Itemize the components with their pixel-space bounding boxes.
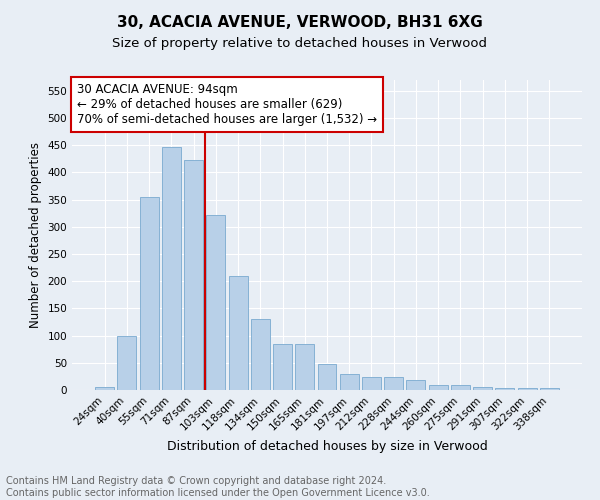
Bar xyxy=(162,147,181,390)
Bar xyxy=(406,380,425,390)
Bar xyxy=(317,364,337,390)
Bar xyxy=(362,378,381,390)
Bar xyxy=(118,336,136,390)
Text: 30, ACACIA AVENUE, VERWOOD, BH31 6XG: 30, ACACIA AVENUE, VERWOOD, BH31 6XG xyxy=(117,15,483,30)
Bar xyxy=(429,384,448,390)
Bar xyxy=(340,374,359,390)
Bar xyxy=(184,160,203,390)
X-axis label: Distribution of detached houses by size in Verwood: Distribution of detached houses by size … xyxy=(167,440,487,453)
Bar xyxy=(206,215,225,390)
Bar xyxy=(518,388,536,390)
Text: 30 ACACIA AVENUE: 94sqm
← 29% of detached houses are smaller (629)
70% of semi-d: 30 ACACIA AVENUE: 94sqm ← 29% of detache… xyxy=(77,83,377,126)
Y-axis label: Number of detached properties: Number of detached properties xyxy=(29,142,42,328)
Bar xyxy=(273,344,292,390)
Bar xyxy=(295,344,314,390)
Bar xyxy=(384,378,403,390)
Bar xyxy=(95,388,114,390)
Bar xyxy=(496,388,514,390)
Bar xyxy=(229,276,248,390)
Bar xyxy=(540,388,559,390)
Bar xyxy=(140,197,158,390)
Bar xyxy=(473,388,492,390)
Text: Size of property relative to detached houses in Verwood: Size of property relative to detached ho… xyxy=(113,38,487,51)
Bar xyxy=(251,320,270,390)
Text: Contains HM Land Registry data © Crown copyright and database right 2024.
Contai: Contains HM Land Registry data © Crown c… xyxy=(6,476,430,498)
Bar xyxy=(451,384,470,390)
